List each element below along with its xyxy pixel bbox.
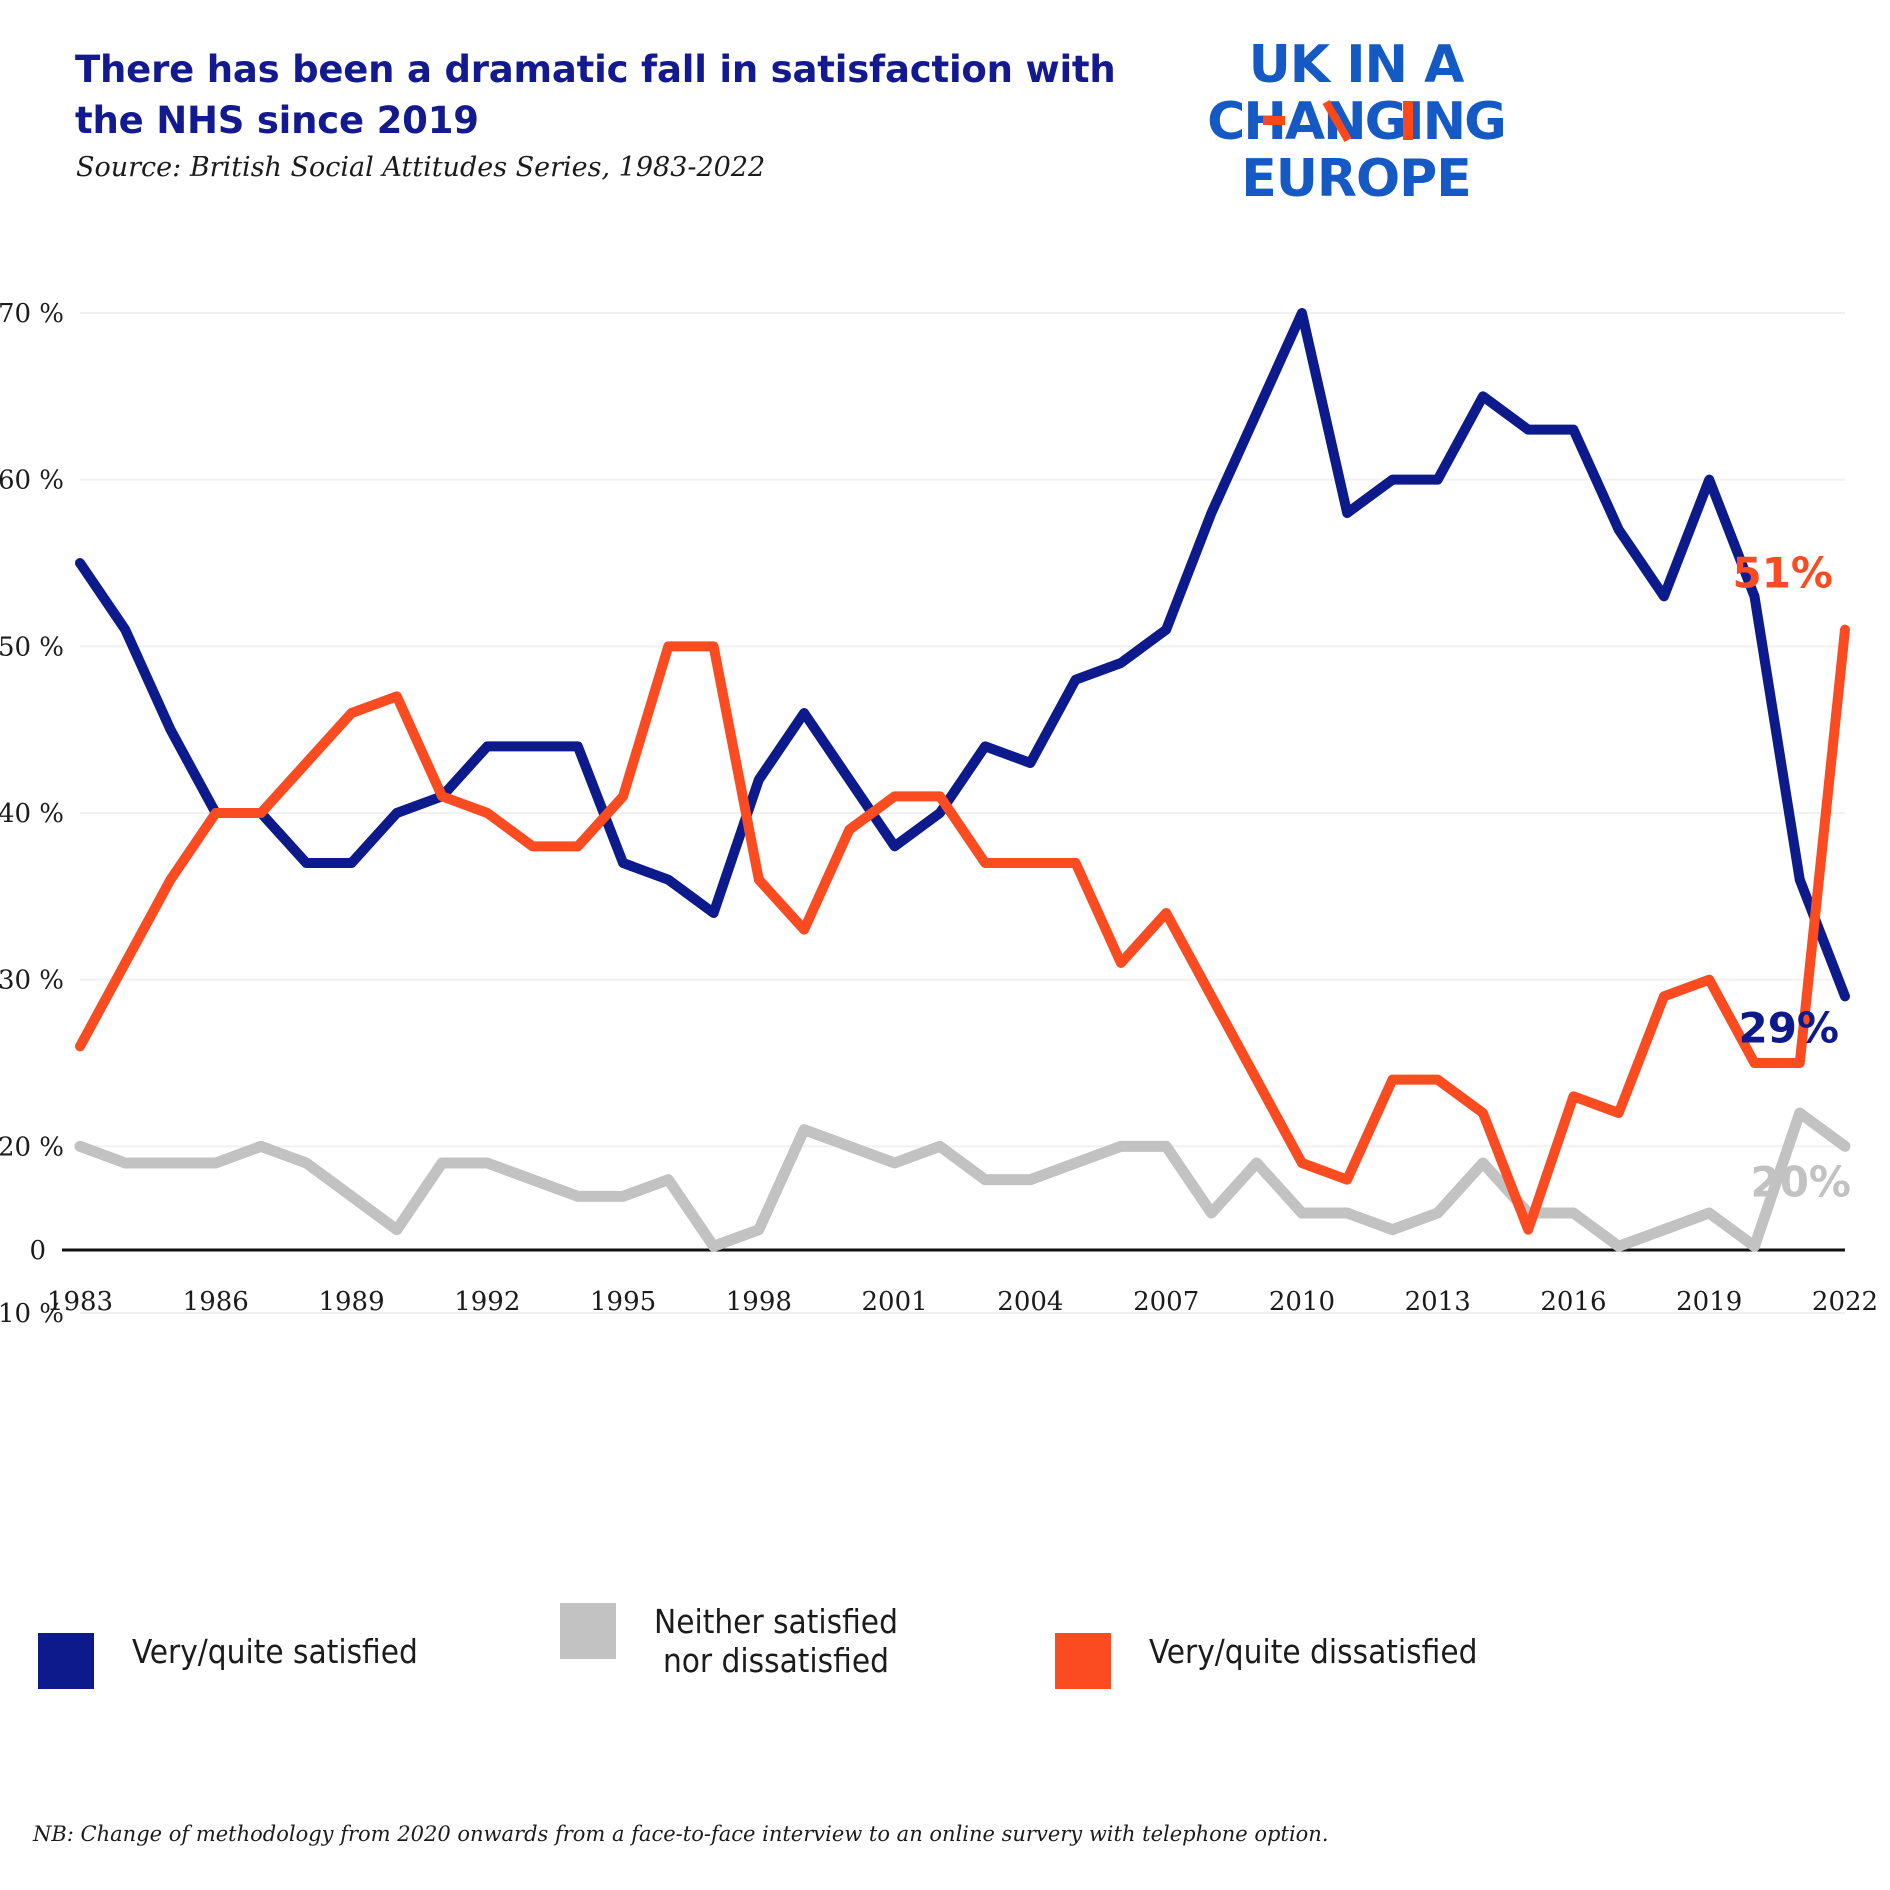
x-tick-label: 1989 xyxy=(318,1287,384,1317)
y-tick-label: 0 xyxy=(29,1236,46,1266)
y-tick-label: 70 % xyxy=(0,299,64,329)
x-tick-label: 2016 xyxy=(1540,1287,1606,1317)
gridlines-group xyxy=(80,312,1845,1314)
y-tick-label: 50 % xyxy=(0,632,64,662)
legend-swatch-satisfied xyxy=(38,1633,94,1689)
x-tick-label: 1983 xyxy=(47,1287,113,1317)
series-line-satisfied xyxy=(75,308,1850,1002)
y-tick-label: 60 % xyxy=(0,466,64,496)
x-tick-label: 2010 xyxy=(1269,1287,1335,1317)
x-tick-label: 1998 xyxy=(726,1287,792,1317)
chart-area: 0 10 % 20 % 30 % 40 % 50 % 60 % 70 % 1983 1986 19… xyxy=(0,250,1890,1550)
chart-source-subtitle: Source: British Social Attitudes Series,… xyxy=(76,152,766,183)
x-tick-label: 2001 xyxy=(862,1287,928,1317)
x-tick-label: 2019 xyxy=(1676,1287,1742,1317)
legend-label-neither: Neither satisfied nor dissatisfied xyxy=(654,1602,898,1680)
series-line-neither xyxy=(74,1107,1851,1252)
x-tick-label: 1992 xyxy=(454,1287,520,1317)
series-line-dissatisfied xyxy=(75,624,1850,1235)
line-chart: 010 %20 %30 %40 %50 %60 %70 % 1983 1986 19… xyxy=(0,299,1878,1329)
x-axis-ticks: 1983 1986 1989 1992 1995 1998 2001 2004 2007 2010… xyxy=(47,1287,1878,1317)
y-tick-label: 30 % xyxy=(0,966,64,996)
legend-item-dissatisfied[interactable]: Very/quite dissatisfied xyxy=(1055,1632,1478,1689)
x-tick-label: 1986 xyxy=(183,1287,249,1317)
footnote: NB: Change of methodology from 2020 onwa… xyxy=(33,1822,1329,1846)
legend-swatch-dissatisfied xyxy=(1055,1633,1111,1689)
legend-item-satisfied[interactable]: Very/quite satisfied xyxy=(38,1632,418,1689)
y-tick-label: 20 % xyxy=(0,1132,64,1162)
y-tick-label: 10 % xyxy=(0,1299,64,1329)
logo-h-crossbar-accent xyxy=(1263,116,1285,125)
legend-item-neither[interactable]: Neither satisfied nor dissatisfied xyxy=(560,1602,898,1681)
x-tick-label: 2022 xyxy=(1812,1287,1878,1317)
chart-legend: Very/quite satisfied Neither satisfied n… xyxy=(0,1602,1890,1775)
header: There has been a dramatic fall in satisf… xyxy=(0,0,1890,250)
end-label-neither: 20% xyxy=(1750,1157,1851,1206)
logo-graphic: UK IN A CHANGING EUROPE xyxy=(1207,35,1507,209)
page-title: There has been a dramatic fall in satisf… xyxy=(75,48,1116,143)
logo-line-1: UK IN A xyxy=(1249,35,1465,95)
x-tick-label: 1995 xyxy=(590,1287,656,1317)
legend-swatch-neither xyxy=(560,1603,616,1659)
legend-label-satisfied: Very/quite satisfied xyxy=(132,1632,418,1671)
y-tick-label: 40 % xyxy=(0,799,64,829)
logo-n-diagonal-accent xyxy=(1322,99,1352,143)
legend-label-dissatisfied: Very/quite dissatisfied xyxy=(1149,1632,1478,1671)
x-tick-label: 2007 xyxy=(1133,1287,1199,1317)
uk-in-a-changing-europe-logo: UK IN A CHANGING EUROPE xyxy=(1196,34,1516,214)
logo-line-2: CHANGING xyxy=(1207,92,1505,152)
end-label-satisfied: 29% xyxy=(1738,1003,1839,1052)
x-tick-label: 2013 xyxy=(1405,1287,1471,1317)
x-tick-label: 2004 xyxy=(997,1287,1063,1317)
data-series-group xyxy=(74,308,1851,1252)
logo-i-stem-accent xyxy=(1403,101,1413,140)
logo-line-3: EUROPE xyxy=(1241,149,1471,209)
end-label-dissatisfied: 51% xyxy=(1732,549,1833,598)
y-axis-ticks: 0 10 % 20 % 30 % 40 % 50 % 60 % 70 % xyxy=(0,299,64,1329)
series-end-labels: 51% 29% 20% xyxy=(1732,549,1851,1207)
